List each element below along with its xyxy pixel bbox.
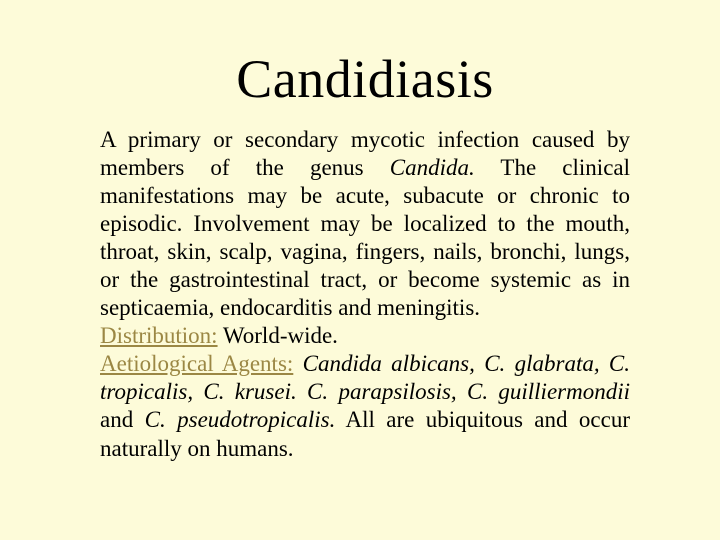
aet-italic-species2: C. pseudotropicalis. <box>145 407 336 432</box>
slide-title: Candidiasis <box>100 48 630 110</box>
body-italic-candida: Candida. <box>390 155 475 180</box>
slide-body: A primary or secondary mycotic infection… <box>100 126 630 463</box>
aet-text-b: and <box>100 407 145 432</box>
aetiological-label: Aetiological Agents: <box>100 351 293 376</box>
distribution-label: Distribution: <box>100 323 218 348</box>
slide: Candidiasis A primary or secondary mycot… <box>0 0 720 540</box>
aet-text-a <box>293 351 302 376</box>
distribution-text: World-wide. <box>218 323 338 348</box>
